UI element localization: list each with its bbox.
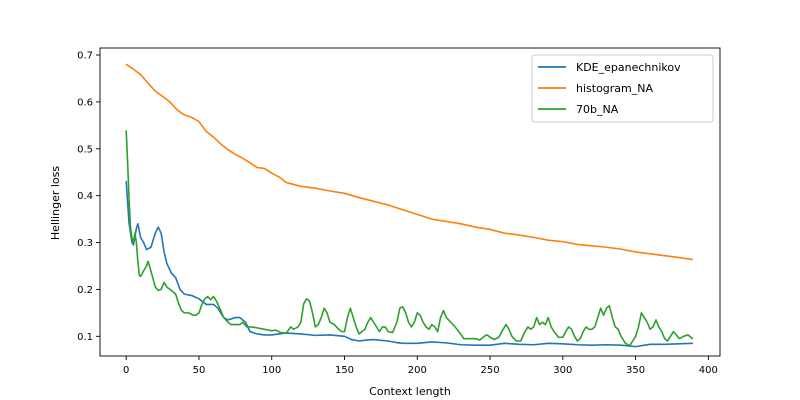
y-tick-label: 0.4 [77, 191, 93, 202]
x-tick-label: 50 [193, 365, 206, 376]
y-tick-label: 0.2 [77, 285, 93, 296]
y-tick-label: 0.3 [77, 238, 93, 249]
y-tick-label: 0.6 [77, 97, 93, 108]
y-tick-label: 0.5 [77, 144, 93, 155]
series-line-kde-epanechnikov [125, 180, 694, 348]
series-line-70b-na [125, 130, 694, 347]
legend-label: histogram_NA [576, 82, 653, 95]
x-tick-label: 200 [408, 365, 427, 376]
y-axis-ticks: 0.1 0.2 0.3 0.4 0.5 0.6 0.7 [77, 51, 100, 343]
x-tick-label: 150 [335, 365, 354, 376]
x-tick-label: 100 [262, 365, 281, 376]
y-axis-label: Hellinger loss [49, 166, 62, 240]
y-tick-label: 0.1 [77, 332, 93, 343]
x-tick-label: 300 [553, 365, 572, 376]
x-axis-ticks: 0 50 100 150 200 250 300 350 400 [123, 356, 718, 376]
y-tick-label: 0.7 [77, 51, 93, 62]
x-tick-label: 250 [481, 365, 500, 376]
legend: KDE_epanechnikov histogram_NA 70b_NA [531, 54, 714, 123]
plot-area [99, 47, 721, 357]
axes-frame [99, 47, 721, 357]
x-axis-label: Context length [369, 385, 451, 398]
legend-box [531, 54, 714, 123]
x-tick-label: 400 [699, 365, 718, 376]
legend-label: KDE_epanechnikov [576, 61, 681, 74]
x-tick-label: 350 [626, 365, 645, 376]
legend-label: 70b_NA [576, 103, 619, 116]
x-tick-label: 0 [123, 365, 129, 376]
series-line-histogram-na [125, 63, 694, 261]
